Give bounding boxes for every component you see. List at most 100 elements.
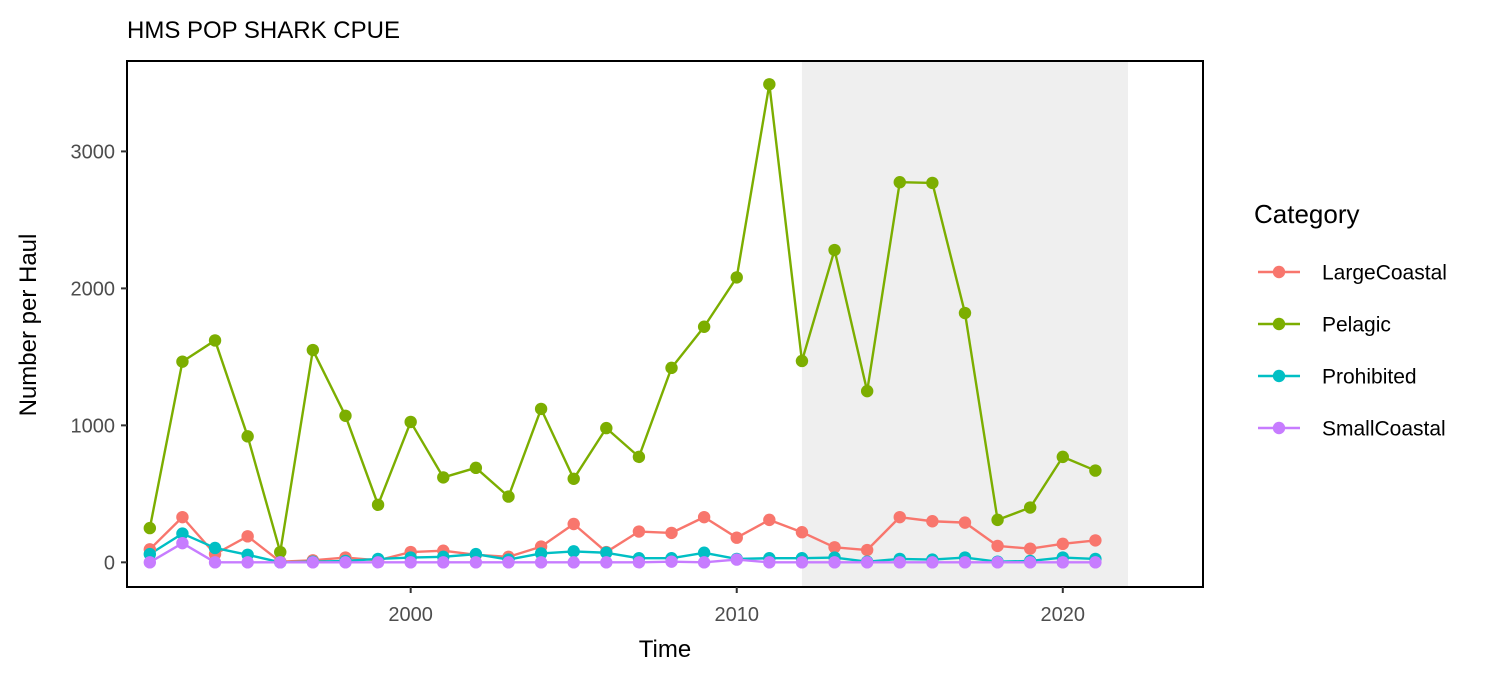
data-point-largecoastal: [893, 510, 906, 524]
chart-title: HMS POP SHARK CPUE: [127, 17, 400, 44]
data-point-smallcoastal: [306, 556, 320, 569]
data-point-largecoastal: [1023, 542, 1037, 555]
data-point-smallcoastal: [176, 536, 189, 550]
data-point-pelagic: [893, 176, 906, 189]
x-tick-label: 2010: [714, 604, 759, 626]
data-point-smallcoastal: [143, 556, 157, 569]
data-point-largecoastal: [1056, 537, 1069, 551]
data-point-largecoastal: [730, 531, 743, 544]
data-point-smallcoastal: [991, 556, 1004, 569]
data-point-pelagic: [697, 320, 711, 333]
data-point-pelagic: [730, 271, 743, 284]
y-axis-title: Number per Haul: [15, 234, 42, 417]
legend-label-largecoastal: LargeCoastal: [1322, 262, 1447, 285]
y-tick-label: 2000: [71, 278, 116, 300]
legend-marker-largecoastal: [1272, 265, 1286, 279]
data-point-smallcoastal: [632, 556, 646, 569]
data-point-pelagic: [1089, 464, 1102, 477]
data-point-largecoastal: [665, 526, 678, 540]
data-point-pelagic: [958, 306, 972, 320]
data-point-largecoastal: [176, 510, 189, 524]
data-point-pelagic: [469, 461, 483, 475]
x-tick-label: 2020: [1041, 604, 1086, 626]
data-point-smallcoastal: [828, 556, 841, 569]
data-point-smallcoastal: [437, 556, 450, 569]
data-point-smallcoastal: [534, 556, 548, 569]
data-point-pelagic: [371, 498, 385, 512]
legend-marker-smallcoastal: [1272, 421, 1286, 435]
data-point-prohibited: [567, 545, 580, 558]
data-point-smallcoastal: [860, 556, 874, 569]
data-point-pelagic: [306, 343, 320, 357]
legend-label-smallcoastal: SmallCoastal: [1322, 418, 1446, 441]
x-axis-title: Time: [639, 636, 691, 663]
data-point-smallcoastal: [1089, 556, 1102, 569]
data-point-smallcoastal: [600, 556, 613, 569]
series-line-pelagic: [148, 83, 1096, 554]
data-point-pelagic: [534, 402, 548, 416]
shaded-region: [801, 61, 1129, 587]
data-point-pelagic: [1023, 501, 1037, 514]
data-point-smallcoastal: [697, 556, 711, 569]
data-point-smallcoastal: [502, 556, 515, 569]
panel-border: [126, 60, 1204, 588]
data-point-pelagic: [991, 513, 1004, 527]
data-point-pelagic: [1056, 450, 1069, 464]
legend-label-pelagic: Pelagic: [1322, 314, 1391, 337]
data-point-largecoastal: [958, 516, 972, 529]
data-point-prohibited: [176, 527, 189, 540]
data-point-smallcoastal: [926, 556, 939, 569]
data-point-largecoastal: [828, 541, 841, 554]
y-tick-label: 0: [104, 552, 115, 574]
data-point-smallcoastal: [371, 556, 385, 569]
data-point-smallcoastal: [665, 555, 678, 568]
data-point-pelagic: [860, 384, 874, 398]
data-point-pelagic: [143, 521, 157, 535]
data-point-pelagic: [828, 243, 841, 257]
legend-marker-pelagic: [1272, 317, 1286, 331]
data-point-prohibited: [600, 546, 613, 559]
data-point-pelagic: [926, 176, 939, 190]
data-point-prohibited: [208, 541, 222, 555]
y-tick-label: 3000: [71, 141, 116, 163]
data-point-smallcoastal: [469, 556, 483, 569]
data-point-largecoastal: [763, 513, 776, 527]
data-point-pelagic: [795, 354, 809, 368]
data-point-largecoastal: [926, 515, 939, 528]
data-point-pelagic: [600, 421, 613, 435]
data-point-smallcoastal: [1056, 556, 1069, 569]
data-point-smallcoastal: [274, 556, 287, 569]
data-point-smallcoastal: [567, 556, 580, 569]
data-point-pelagic: [176, 355, 189, 368]
data-point-pelagic: [567, 472, 580, 485]
x-tick-label: 2000: [388, 604, 433, 626]
legend-title: Category: [1254, 199, 1360, 229]
plot-area: 0 1000 2000 3000 2000 2010 2020: [71, 60, 1204, 626]
y-tick-label: 1000: [71, 415, 116, 437]
data-point-pelagic: [208, 334, 222, 347]
data-point-smallcoastal: [1023, 556, 1037, 569]
legend-label-prohibited: Prohibited: [1322, 366, 1417, 389]
data-point-largecoastal: [795, 526, 809, 539]
data-point-largecoastal: [567, 517, 580, 531]
data-point-pelagic: [632, 450, 646, 464]
legend-marker-prohibited: [1272, 369, 1286, 383]
data-point-smallcoastal: [339, 556, 352, 569]
data-point-largecoastal: [1089, 534, 1102, 547]
data-point-prohibited: [697, 546, 711, 559]
data-point-pelagic: [404, 415, 417, 429]
data-point-pelagic: [339, 409, 352, 422]
data-point-smallcoastal: [763, 556, 776, 569]
data-point-largecoastal: [860, 543, 874, 557]
data-point-pelagic: [763, 78, 776, 91]
data-point-smallcoastal: [730, 553, 743, 566]
data-point-smallcoastal: [208, 556, 222, 569]
data-point-pelagic: [502, 490, 515, 503]
data-point-largecoastal: [991, 539, 1004, 553]
data-point-smallcoastal: [404, 556, 417, 569]
data-point-smallcoastal: [241, 556, 254, 569]
data-point-largecoastal: [697, 510, 711, 524]
data-point-smallcoastal: [958, 556, 972, 569]
data-point-pelagic: [665, 361, 678, 375]
data-point-pelagic: [241, 430, 254, 443]
